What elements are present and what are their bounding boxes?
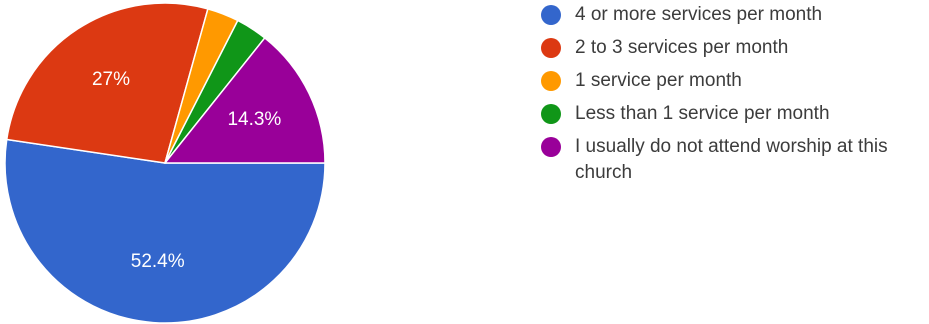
legend-item-2: 2 to 3 services per month: [541, 35, 929, 61]
legend-swatch-4: [541, 104, 561, 124]
pie-data-label-5: 14.3%: [227, 109, 281, 130]
legend-item-1: 4 or more services per month: [541, 2, 929, 28]
legend-label-2: 2 to 3 services per month: [575, 37, 789, 58]
legend-swatch-1: [541, 5, 561, 25]
pie-data-label-1: 52.4%: [131, 251, 185, 272]
legend-label-4: Less than 1 service per month: [575, 103, 830, 124]
pie-slice-2: [5, 2, 209, 164]
pie-slice-1: [4, 138, 326, 324]
legend-swatch-2: [541, 38, 561, 58]
legend-swatch-3: [541, 71, 561, 91]
legend-item-5: I usually do not attend worship at this …: [541, 134, 929, 186]
legend-item-4: Less than 1 service per month: [541, 101, 929, 127]
pie-slice-5: [163, 36, 326, 164]
legend-label-3: 1 service per month: [575, 70, 742, 91]
pie-data-label-2: 27%: [92, 69, 130, 90]
legend-label-5: I usually do not attend worship at this …: [575, 136, 888, 183]
legend-item-3: 1 service per month: [541, 68, 929, 94]
legend-swatch-5: [541, 137, 561, 157]
legend-label-1: 4 or more services per month: [575, 4, 823, 25]
chart-legend: 4 or more services per month 2 to 3 servi…: [541, 2, 929, 193]
